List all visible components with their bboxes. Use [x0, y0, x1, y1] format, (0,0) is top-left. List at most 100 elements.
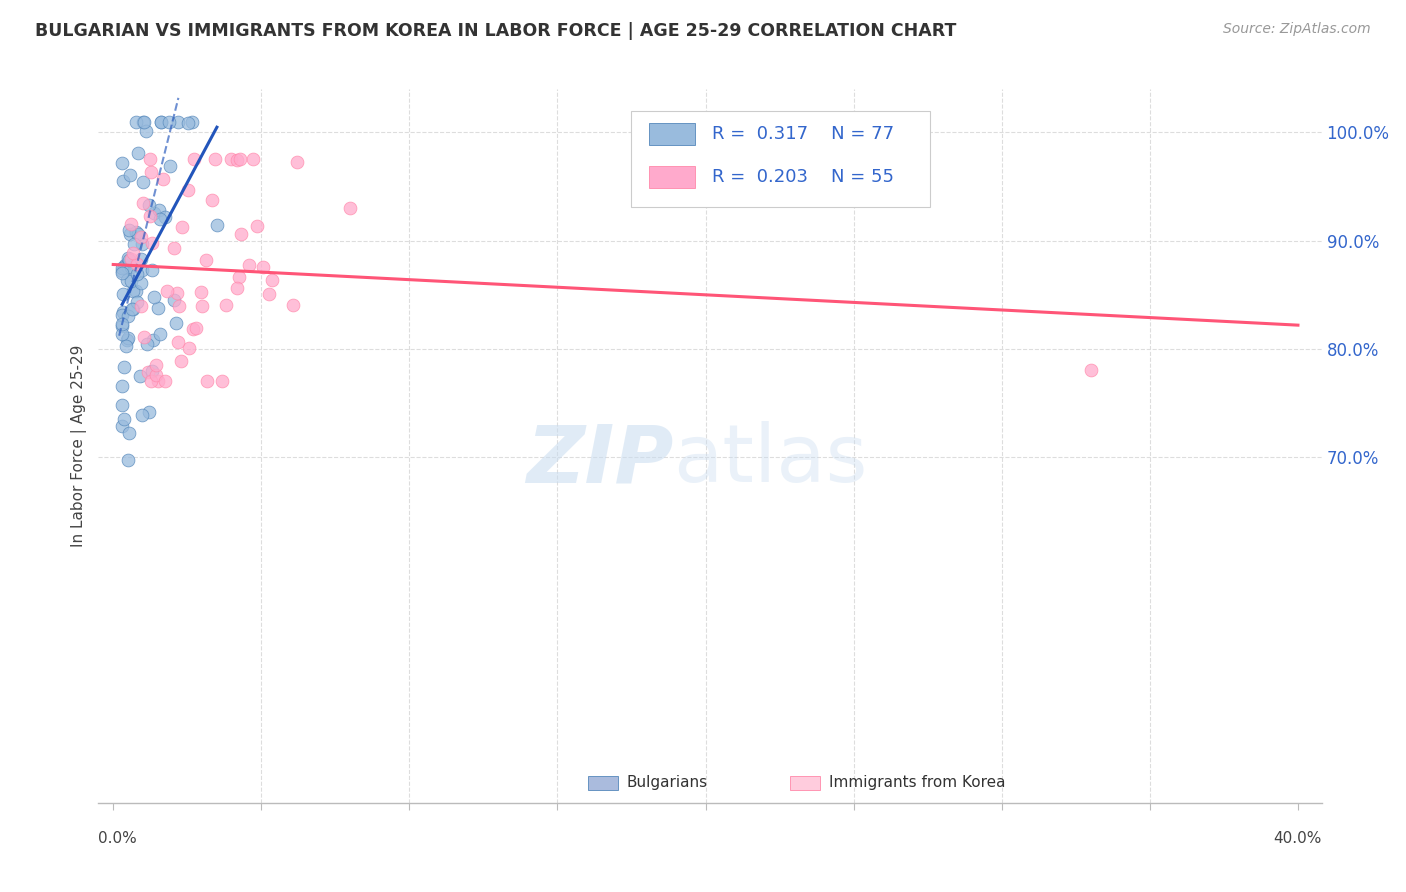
Text: ZIP: ZIP [526, 421, 673, 500]
Point [117, 453, 139, 467]
Point [111, 318, 134, 333]
Point [172, 220, 194, 235]
Point [281, 298, 304, 312]
Point [170, 353, 193, 368]
Point [257, 287, 280, 301]
Point [129, 252, 152, 266]
Point [117, 309, 139, 323]
Point [156, 285, 179, 299]
Text: atlas: atlas [673, 421, 868, 500]
Point [197, 374, 219, 388]
Point [149, 212, 172, 227]
Point [111, 264, 134, 278]
Point [228, 269, 250, 284]
Point [132, 114, 155, 128]
Text: R =  0.317    N = 77: R = 0.317 N = 77 [713, 125, 894, 143]
Point [129, 369, 152, 384]
Point [117, 251, 139, 265]
Point [125, 295, 148, 310]
Point [111, 305, 134, 319]
Point [124, 114, 146, 128]
Point [155, 374, 177, 388]
Point [149, 114, 172, 128]
Point [246, 219, 269, 233]
Point [145, 359, 167, 373]
Point [165, 316, 187, 330]
Point [127, 267, 149, 281]
Point [139, 209, 162, 223]
Point [141, 364, 163, 378]
Point [166, 285, 188, 300]
Point [157, 114, 180, 128]
Point [112, 260, 135, 275]
Point [135, 124, 157, 138]
Point [231, 227, 253, 242]
Point [143, 206, 166, 220]
Point [125, 225, 148, 239]
Point [117, 273, 139, 287]
Point [149, 114, 172, 128]
Point [183, 153, 205, 167]
Point [122, 236, 145, 251]
Point [1080, 363, 1102, 377]
Point [181, 322, 204, 336]
Point [262, 273, 284, 287]
Point [138, 404, 160, 418]
Point [129, 276, 152, 290]
Point [132, 114, 155, 128]
Point [111, 379, 134, 393]
Point [167, 334, 190, 349]
Point [139, 153, 162, 167]
Point [112, 287, 135, 301]
Point [122, 245, 145, 260]
Point [226, 153, 249, 168]
Point [145, 368, 167, 383]
Point [111, 398, 134, 412]
Point [121, 301, 143, 316]
Text: Immigrants from Korea: Immigrants from Korea [828, 775, 1005, 790]
Point [122, 284, 145, 298]
Point [148, 202, 170, 217]
Point [180, 114, 202, 128]
Point [131, 195, 153, 210]
Point [120, 274, 142, 288]
Point [176, 116, 198, 130]
Point [117, 260, 139, 274]
Point [117, 331, 139, 345]
Point [118, 223, 141, 237]
Point [146, 374, 169, 388]
Point [179, 341, 201, 355]
Point [155, 210, 177, 224]
Point [163, 241, 186, 255]
Point [111, 308, 134, 322]
Point [142, 334, 165, 348]
FancyBboxPatch shape [790, 776, 820, 790]
Point [120, 217, 142, 231]
Point [131, 263, 153, 277]
Point [120, 227, 142, 241]
Point [131, 237, 153, 252]
Point [114, 258, 136, 272]
Point [139, 374, 162, 388]
Point [152, 171, 174, 186]
Point [215, 298, 238, 312]
Point [149, 326, 172, 341]
Point [167, 114, 190, 128]
Point [121, 301, 143, 316]
Point [226, 281, 249, 295]
Point [194, 252, 217, 267]
Point [190, 285, 212, 299]
Point [111, 267, 134, 281]
Point [201, 193, 224, 207]
Point [132, 329, 155, 343]
Point [163, 293, 186, 307]
Point [117, 333, 139, 347]
Point [242, 153, 264, 167]
Point [118, 253, 141, 268]
Point [146, 301, 169, 315]
Point [143, 290, 166, 304]
Point [136, 365, 159, 379]
Point [132, 175, 155, 189]
Point [125, 284, 148, 298]
FancyBboxPatch shape [650, 166, 696, 187]
